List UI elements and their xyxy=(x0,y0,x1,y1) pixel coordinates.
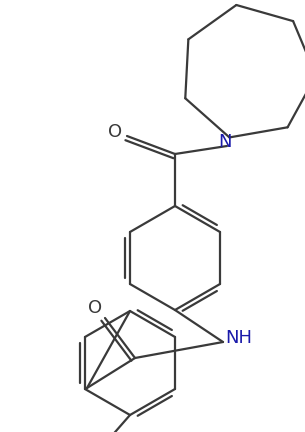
Text: NH: NH xyxy=(225,329,252,347)
Text: N: N xyxy=(218,133,232,151)
Text: O: O xyxy=(108,123,122,141)
Text: O: O xyxy=(88,299,102,317)
